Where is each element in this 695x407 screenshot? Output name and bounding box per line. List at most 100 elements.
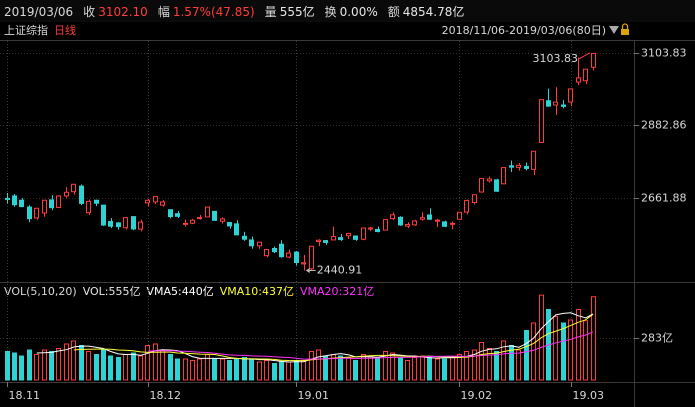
candle-body [353,235,358,240]
candle-body [412,220,417,226]
volume-bar [301,360,306,381]
volume-bar [390,352,395,381]
candle-body [86,200,91,214]
candle-body [94,199,99,204]
candle-body [131,216,136,230]
volume-bar [561,322,566,381]
candle-body [12,195,17,206]
candle-body [42,199,47,214]
header-value: 4854.78亿 [403,4,465,19]
candle-body [286,252,291,258]
volume-bar [190,360,195,381]
volume-bar [568,319,573,381]
x-tick-label: 18.12 [150,389,182,402]
volume-bar [279,361,284,381]
moving-average-line [147,331,594,360]
header-label: 换 [325,5,337,19]
legend-title: VOL(5,10,20) [4,285,77,298]
candle-body [591,52,596,68]
candle-body [450,222,455,225]
high-pointer [578,52,591,60]
volume-bar [27,349,32,381]
volume-bar [450,357,455,381]
volume-bar [212,358,217,381]
candle-body [5,197,10,200]
volume-bar [183,358,188,381]
range-label[interactable]: 2018/11/06-2019/03/06(80日) [442,24,606,37]
candle-body [583,68,588,82]
volume-bar [420,355,425,381]
x-tick-label: 19.01 [298,389,330,402]
candle-body [472,194,477,204]
candle-body [457,211,462,220]
volume-bar [361,354,366,381]
volume-bar [479,342,484,381]
candle-body [361,227,366,240]
subtitle[interactable]: 日线 [54,23,76,37]
candle-body [175,213,180,217]
volume-bar [175,358,180,381]
header-bar [0,0,695,22]
volume-bar [286,361,291,381]
candle-body [346,232,351,237]
candle-body [494,179,499,192]
volume-bar [19,355,24,381]
index-title: 上证综指 日线 [4,23,76,37]
candle-body [464,200,469,213]
candle-body [234,223,239,236]
candle-body [420,217,425,220]
candle-body [338,237,343,241]
volume-bar [197,358,202,381]
volume-bar [464,351,469,381]
volume-bar [309,351,314,381]
candle-body [390,214,395,220]
volume-bar [398,357,403,381]
candle-body [205,206,210,218]
volume-bar [435,358,440,381]
volume-bar [576,309,581,381]
high-label: 3103.83 [533,52,579,65]
volume-bar [86,351,91,381]
candle-body [383,219,388,231]
candle-body [183,222,188,225]
candle-body [257,241,262,247]
candle-body [249,239,254,247]
volume-bar [64,343,69,381]
volume-bar [353,360,358,381]
candle-body [309,245,314,270]
candle-body [242,235,247,240]
candle-body [301,262,306,265]
volume-bar [501,340,506,381]
y-tick-label: 283亿 [641,332,673,345]
candle-body [331,236,336,241]
candle-body [56,195,61,208]
candle-body [197,217,202,220]
volume-bar [234,358,239,381]
volume-bar [383,351,388,381]
candle-body [479,178,484,193]
volume-bar [227,360,232,381]
volume-bar [264,360,269,381]
legend-entry: VOL:555亿 [83,285,141,298]
header-value: 1.57%(47.85) [173,5,255,19]
candle-body [227,222,232,227]
volume-bar [34,354,39,381]
volume-bar [368,355,373,381]
candle-body [368,227,373,230]
volume-bar [145,345,150,381]
volume-bar [487,348,492,381]
volume-bar [494,351,499,381]
volume-bar [108,355,113,381]
header-label: 收 [83,5,95,19]
candle-body [116,222,121,228]
dropdown-arrow[interactable] [609,26,619,34]
x-tick-label: 19.03 [573,389,605,402]
candle-body [212,210,217,221]
volume-bar [131,352,136,381]
lock-icon[interactable] [621,23,629,35]
candle-body [524,165,529,169]
volume-bar [138,355,143,381]
candle-body [501,167,506,185]
